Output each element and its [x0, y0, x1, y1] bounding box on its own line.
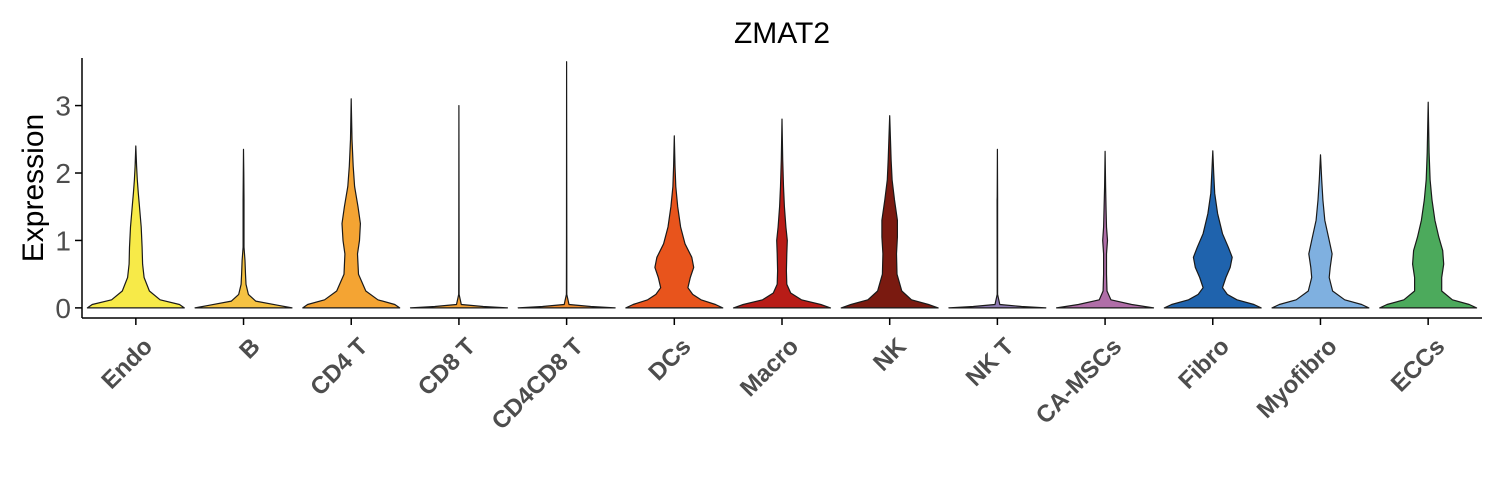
violin-endo	[86, 145, 185, 309]
violin-nk-t	[948, 148, 1047, 309]
x-tick-label: CA-MSCs	[1031, 333, 1127, 429]
x-tick-label: CD4 T	[305, 333, 373, 401]
violin-fibro	[1163, 150, 1262, 309]
x-tick-label: Macro	[735, 333, 804, 402]
y-tick-label: 1	[55, 225, 71, 256]
x-tick-label: Fibro	[1173, 333, 1235, 395]
violin-macro	[732, 118, 832, 309]
violin-ca-mscs	[1056, 150, 1155, 309]
x-tick-label: ECCs	[1386, 333, 1450, 397]
violin-eccs	[1379, 101, 1478, 309]
x-tick-label: NK	[868, 333, 912, 377]
x-tick-label: Myofibro	[1252, 333, 1343, 424]
violin-series	[86, 61, 1478, 309]
y-axis-label: Expression	[17, 114, 50, 262]
violin-dcs	[625, 135, 724, 309]
violin-myofibro	[1271, 154, 1370, 309]
y-tick-label: 3	[55, 91, 71, 122]
x-tick-label: B	[234, 333, 265, 364]
violin-cd4cd8-t	[517, 61, 616, 309]
x-tick-label: CD8 T	[413, 333, 481, 401]
y-tick-label: 2	[55, 158, 71, 189]
y-tick-label: 0	[55, 293, 71, 324]
violin-cd4-t	[302, 98, 401, 309]
y-axis: 0 1 2 3	[55, 58, 83, 324]
x-axis: Endo B CD4 T CD8 T CD4CD8 T DCs Macro NK NK T CA-…	[82, 317, 1482, 435]
violin-b	[194, 148, 293, 309]
violin-nk	[840, 115, 939, 309]
violin-cd8-t	[409, 105, 508, 309]
x-tick-label: CD4CD8 T	[487, 333, 589, 435]
x-tick-label: NK T	[961, 333, 1020, 392]
x-tick-label: DCs	[643, 333, 696, 386]
x-tick-label: Endo	[96, 333, 158, 395]
chart-title: ZMAT2	[734, 17, 830, 50]
